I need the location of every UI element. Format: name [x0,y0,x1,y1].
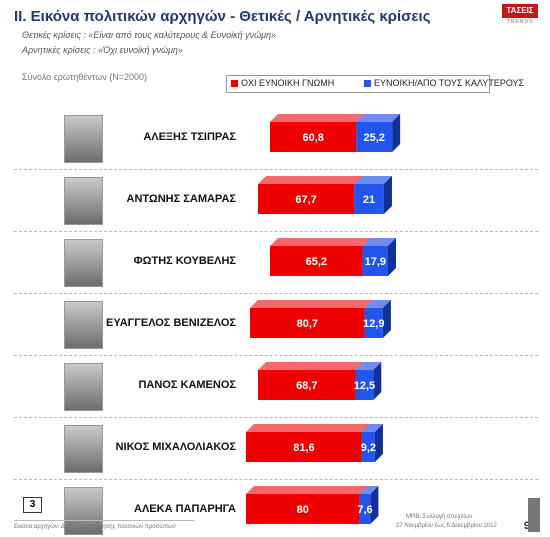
survey-dates: 27 Νοεμβρίου έως 6 Δεκεμβρίου 2012 [396,523,497,529]
bar-top-face [258,176,392,184]
value-label-negative: 67,7 [295,194,316,206]
bar-negative [270,122,357,152]
leader-name: ΑΝΤΩΝΗΣ ΣΑΜΑΡΑΣ [126,193,237,205]
bar-top-face [258,362,382,370]
footer-caption: Εικόνα αρχηγών: Δείκτης Αξιολόγησης πολι… [14,524,176,530]
bar-negative [258,370,356,400]
bar-top-face [250,300,391,308]
page-number: 9 [523,520,530,532]
mrb-logo [528,498,540,532]
bar-top-face-positive [362,238,397,246]
value-label-negative: 65,2 [306,256,327,268]
bar-top-face-positive [355,362,382,370]
bar-side-face [382,300,391,338]
positive-definition: Θετικές κρίσεις : «Είναι από τους καλύτε… [22,30,277,40]
legend-label-positive: ΕΥΝΟΙΚΗ/ΑΠΟ ΤΟΥΣ ΚΑΛΥΤΕΡΟΥΣ [374,78,525,88]
bar-side-face [374,424,383,462]
bar-positive [364,308,383,338]
row-divider [14,355,538,356]
row-divider [14,231,538,232]
row-divider [14,169,538,170]
value-label-negative: 68,7 [296,380,317,392]
leader-portrait [64,363,103,411]
bar-top-face-positive [364,300,391,308]
leader-name: ΠΑΝΟΣ ΚΑΜΕΝΟΣ [138,379,236,391]
legend-swatch-positive [364,80,371,87]
chart-legend: ΟΧΙ ΕΥΝΟΙΚΗ ΓΝΩΜΗ ΕΥΝΟΙΚΗ/ΑΠΟ ΤΟΥΣ ΚΑΛΥΤ… [226,75,524,93]
leader-name: ΦΩΤΗΣ ΚΟΥΒΕΛΗΣ [133,255,236,267]
value-label-positive: 9,2 [361,442,376,454]
leader-portrait [64,239,103,287]
bar-side-face [392,114,401,152]
leader-name: ΑΛΕΞΗΣ ΤΣΙΠΡΑΣ [143,131,236,143]
value-label-negative: 80,7 [297,318,318,330]
leader-portrait [64,301,103,349]
bar-positive [354,184,384,214]
leader-portrait [64,487,103,535]
bar-side-face [383,176,392,214]
bar-side-face [388,238,397,276]
bar-side-face [370,486,379,524]
bar-positive [361,432,375,462]
bar-negative [258,184,355,214]
legend-swatch-negative [231,80,238,87]
bar-top-face [246,486,379,494]
tasis-logo: ΤΑΣΕΙΣ TRENDS [502,4,538,30]
bar-negative [270,246,363,276]
value-label-positive: 12,5 [354,380,375,392]
legend-label-negative: ΟΧΙ ΕΥΝΟΙΚΗ ΓΝΩΜΗ [241,78,335,88]
bar-top-face-positive [359,486,379,494]
bar-negative [246,494,360,524]
leader-name: ΑΛΕΚΑ ΠΑΠΑΡΗΓΑ [134,503,236,515]
value-label-negative: 80 [297,504,309,516]
row-divider [14,479,538,480]
leader-portrait [64,177,103,225]
sample-size: Σύνολο ερωτηθέντων (Ν=2000) [22,72,148,82]
bar-positive [356,122,393,152]
bar-top-face [270,238,397,246]
value-label-positive: 21 [363,194,375,206]
row-divider [14,417,538,418]
section-number: 3 [23,497,42,513]
bar-negative [246,432,362,462]
negative-definition: Αρνητικές κρίσεις : «Όχι ευνοϊκή γνώμη» [22,45,183,55]
footer-rule [14,520,194,521]
leader-name: ΝΙΚΟΣ ΜΙΧΑΛΟΛΙΑΚΟΣ [115,441,236,453]
leader-name: ΕΥΑΓΓΕΛΟΣ ΒΕΝΙΖΕΛΟΣ [106,317,236,329]
value-label-positive: 17,9 [365,256,386,268]
leader-portrait [64,115,103,163]
bar-top-face-positive [361,424,383,432]
bar-top-face [270,114,401,122]
value-label-negative: 60,8 [302,132,323,144]
leader-portrait [64,425,103,473]
source-note: MRB: Συλλογή στοιχείων [406,514,473,520]
bar-top-face-positive [356,114,401,122]
page-title: II. Εικόνα πολιτικών αρχηγών - Θετικές /… [14,8,431,25]
value-label-positive: 7,6 [357,504,372,516]
bar-positive [355,370,374,400]
value-label-positive: 25,2 [364,132,385,144]
bar-top-face [246,424,383,432]
value-label-negative: 81,6 [293,442,314,454]
tasis-logo-mark: ΤΑΣΕΙΣ [502,4,538,18]
bar-top-face-positive [354,176,392,184]
value-label-positive: 12,9 [363,318,384,330]
bar-positive [362,246,389,276]
bar-positive [359,494,371,524]
bar-side-face [373,362,382,400]
bar-negative [250,308,365,338]
tasis-logo-subtitle: TRENDS [506,19,534,25]
row-divider [14,293,538,294]
